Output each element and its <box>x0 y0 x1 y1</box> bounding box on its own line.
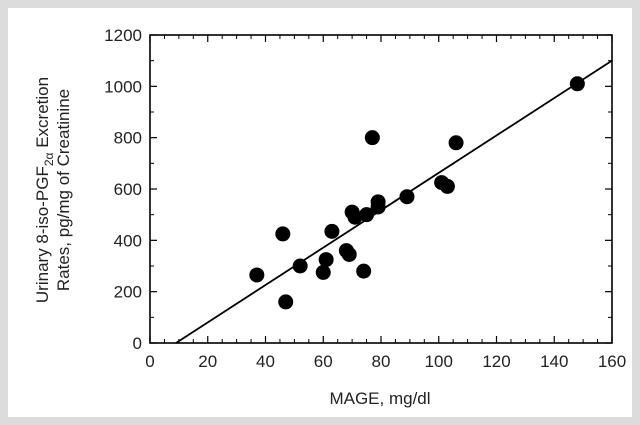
x-tick-label: 120 <box>482 352 510 371</box>
y-tick-label: 800 <box>114 129 142 148</box>
x-tick-label: 140 <box>540 352 568 371</box>
x-tick-label: 20 <box>198 352 217 371</box>
x-tick-label: 40 <box>256 352 275 371</box>
data-point <box>278 294 294 310</box>
data-point <box>292 258 308 274</box>
data-point <box>370 194 386 210</box>
y-tick-label: 1200 <box>104 26 142 45</box>
x-axis-title: MAGE, mg/dl <box>329 389 430 408</box>
x-tick-label: 160 <box>598 352 626 371</box>
data-point <box>341 246 357 262</box>
data-point <box>318 252 334 268</box>
y-tick-label: 1000 <box>104 77 142 96</box>
data-point <box>448 135 464 151</box>
data-point <box>249 267 265 283</box>
y-tick-label: 600 <box>114 180 142 199</box>
data-point <box>324 223 340 239</box>
data-point <box>315 264 331 280</box>
x-tick-label: 80 <box>372 352 391 371</box>
x-tick-label: 60 <box>314 352 333 371</box>
y-axis-title-part3: Excretion <box>33 77 52 153</box>
data-point <box>439 178 455 194</box>
data-point <box>359 207 375 223</box>
y-axis-title-part1: Urinary 8-iso-PGF <box>33 166 52 303</box>
data-point <box>569 76 585 92</box>
y-tick-label: 0 <box>133 334 142 353</box>
data-point <box>275 226 291 242</box>
plot-frame <box>149 34 613 344</box>
chart-panel: 0 20 40 60 80 100 120 140 160 0 200 400 600 800 1000 12… <box>8 8 632 417</box>
data-point <box>347 209 363 225</box>
scatter-chart: 0 20 40 60 80 100 120 140 160 0 200 400 600 800 1000 12… <box>33 26 626 408</box>
data-point <box>364 130 380 146</box>
data-point <box>356 263 372 279</box>
regression-line <box>175 59 613 344</box>
y-axis-title-line2: Rates, pg/mg of Creatinine <box>54 89 73 291</box>
x-tick-label: 100 <box>425 352 453 371</box>
y-tick-label: 200 <box>114 283 142 302</box>
y-tick-label: 400 <box>114 231 142 250</box>
data-point <box>399 189 415 205</box>
x-tick-label: 0 <box>145 352 154 371</box>
y-axis-title-subscript: 2α <box>42 152 56 166</box>
y-axis-title-line1: Urinary 8-iso-PGF2α Excretion <box>33 77 56 303</box>
